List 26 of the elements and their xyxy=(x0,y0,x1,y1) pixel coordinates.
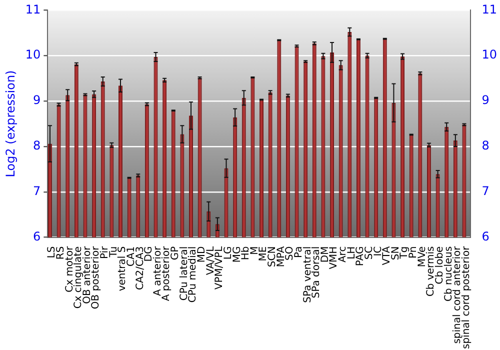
x-tick-label: CA1 xyxy=(126,246,137,266)
y2-tick-label: 7 xyxy=(482,184,490,198)
x-tick-label: LG xyxy=(222,246,234,260)
x-tick-label: DG xyxy=(144,246,155,262)
x-tick-label: SC xyxy=(364,246,375,260)
x-tick-label: A posterior xyxy=(161,245,172,302)
y2-tick-label: 8 xyxy=(482,138,490,153)
x-tick-label: GP xyxy=(170,246,182,260)
x-tick-label: RS xyxy=(55,246,66,260)
y2-tick-label: 6 xyxy=(482,229,490,244)
x-tick-label: MVe xyxy=(416,246,428,268)
x-tick-label: OB posterior xyxy=(90,245,102,310)
x-tick-label: Pa xyxy=(293,246,304,258)
y2-tick-label: 10 xyxy=(482,48,498,62)
y-tick-label: 6 xyxy=(33,229,41,244)
x-tick-label: Cb lobe xyxy=(434,246,446,284)
x-tick-label: spinal cord posterior xyxy=(460,245,472,350)
y2-tick-label: 9 xyxy=(482,93,490,108)
y-tick-label: 8 xyxy=(33,138,41,153)
y-tick-label: 10 xyxy=(25,48,41,62)
y2-tick-label: 11 xyxy=(482,2,498,16)
x-tick-label: Tg xyxy=(399,246,410,260)
y-tick-label: 11 xyxy=(25,2,41,16)
y-axis-title: Log2 (expression) xyxy=(3,70,18,178)
y-tick-label: 7 xyxy=(33,184,41,198)
y-tick-label: 9 xyxy=(33,93,41,108)
